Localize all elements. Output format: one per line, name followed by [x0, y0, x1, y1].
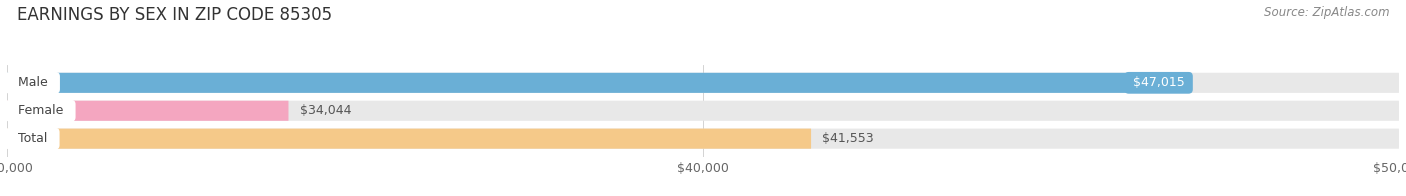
- FancyBboxPatch shape: [7, 101, 1399, 121]
- Text: Female: Female: [10, 104, 72, 117]
- FancyBboxPatch shape: [7, 73, 1399, 93]
- FancyBboxPatch shape: [7, 73, 1191, 93]
- Text: Male: Male: [10, 76, 56, 89]
- Text: $47,015: $47,015: [1129, 76, 1188, 89]
- FancyBboxPatch shape: [7, 101, 288, 121]
- Text: $41,553: $41,553: [823, 132, 875, 145]
- FancyBboxPatch shape: [7, 129, 1399, 149]
- Text: Total: Total: [10, 132, 55, 145]
- Text: Source: ZipAtlas.com: Source: ZipAtlas.com: [1264, 6, 1389, 19]
- Text: EARNINGS BY SEX IN ZIP CODE 85305: EARNINGS BY SEX IN ZIP CODE 85305: [17, 6, 332, 24]
- FancyBboxPatch shape: [7, 129, 811, 149]
- Text: $34,044: $34,044: [299, 104, 352, 117]
